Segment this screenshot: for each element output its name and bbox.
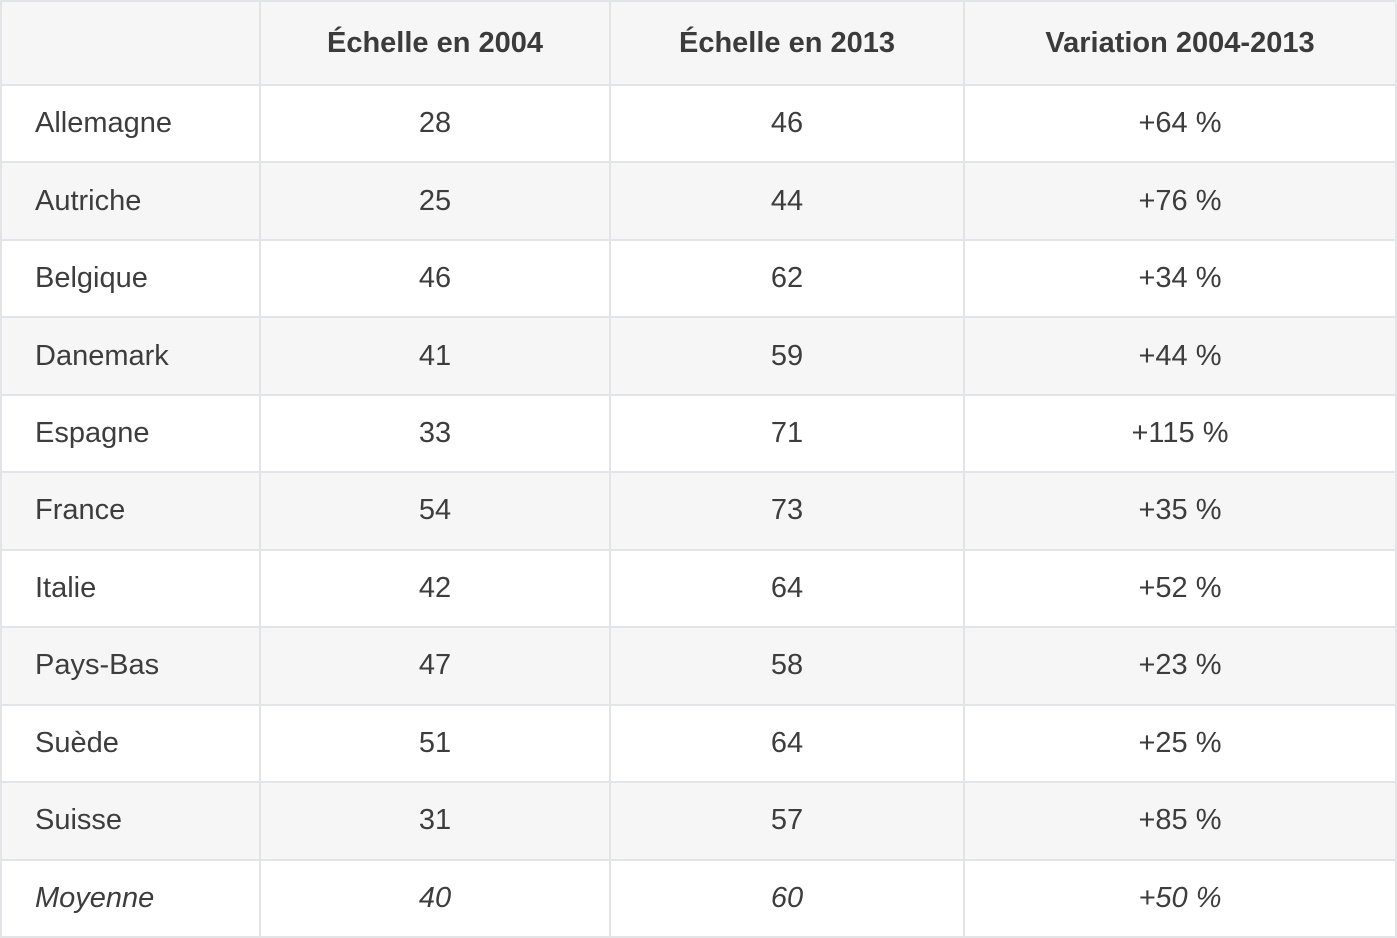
country-label-cell: Suisse [0,781,261,861]
echelle-2004-cell: 41 [259,316,611,396]
header-empty-cell [0,0,261,86]
variation-cell: +44 % [963,316,1397,396]
echelle-2004-cell: 42 [259,548,611,629]
variation-cell: +25 % [963,703,1397,784]
echelle-2013-cell: 59 [609,316,965,396]
echelle-2013-cell: 57 [609,781,965,861]
echelle-2013-cell: 62 [609,238,965,319]
country-label-cell: Moyenne [0,858,261,938]
table-body: Allemagne 28 46 +64 % Autriche 25 44 +76… [0,83,1397,938]
header-variation-2004-2013: Variation 2004-2013 [963,0,1397,86]
variation-cell: +64 % [963,83,1397,164]
country-label-cell: Belgique [0,238,261,319]
echelle-2004-cell: 33 [259,393,611,474]
variation-cell: +76 % [963,161,1397,241]
table-row: Danemark 41 59 +44 % [0,316,1397,396]
header-echelle-2004: Échelle en 2004 [259,0,611,86]
header-echelle-2013: Échelle en 2013 [609,0,965,86]
echelle-2004-cell: 47 [259,626,611,706]
echelle-2004-cell: 51 [259,703,611,784]
table-row: Italie 42 64 +52 % [0,548,1397,629]
table-row: Suède 51 64 +25 % [0,703,1397,784]
country-label-cell: Pays-Bas [0,626,261,706]
variation-cell: +35 % [963,471,1397,551]
echelle-2004-cell: 31 [259,781,611,861]
table-row: Espagne 33 71 +115 % [0,393,1397,474]
table-row: Pays-Bas 47 58 +23 % [0,626,1397,706]
echelle-2013-cell: 58 [609,626,965,706]
echelle-2004-cell: 54 [259,471,611,551]
table-row: Moyenne 40 60 +50 % [0,858,1397,938]
country-label-cell: Danemark [0,316,261,396]
table-row: Belgique 46 62 +34 % [0,238,1397,319]
country-label-cell: Italie [0,548,261,629]
echelle-2013-cell: 44 [609,161,965,241]
echelle-2013-cell: 64 [609,703,965,784]
echelle-2004-cell: 25 [259,161,611,241]
table-row: France 54 73 +35 % [0,471,1397,551]
country-label-cell: Espagne [0,393,261,474]
country-label-cell: Suède [0,703,261,784]
echelle-2013-cell: 46 [609,83,965,164]
variation-cell: +115 % [963,393,1397,474]
echelle-2013-cell: 60 [609,858,965,938]
variation-cell: +52 % [963,548,1397,629]
header-row: Échelle en 2004 Échelle en 2013 Variatio… [0,0,1397,86]
country-label-cell: France [0,471,261,551]
table-row: Allemagne 28 46 +64 % [0,83,1397,164]
echelle-2004-cell: 46 [259,238,611,319]
variation-cell: +85 % [963,781,1397,861]
echelle-2013-cell: 73 [609,471,965,551]
echelle-2004-cell: 40 [259,858,611,938]
country-label-cell: Allemagne [0,83,261,164]
echelle-2013-cell: 64 [609,548,965,629]
variation-cell: +50 % [963,858,1397,938]
variation-cell: +23 % [963,626,1397,706]
country-label-cell: Autriche [0,161,261,241]
table-header: Échelle en 2004 Échelle en 2013 Variatio… [0,0,1397,86]
table-row: Suisse 31 57 +85 % [0,781,1397,861]
echelle-2013-cell: 71 [609,393,965,474]
variation-cell: +34 % [963,238,1397,319]
echelle-2004-cell: 28 [259,83,611,164]
table-row: Autriche 25 44 +76 % [0,161,1397,241]
